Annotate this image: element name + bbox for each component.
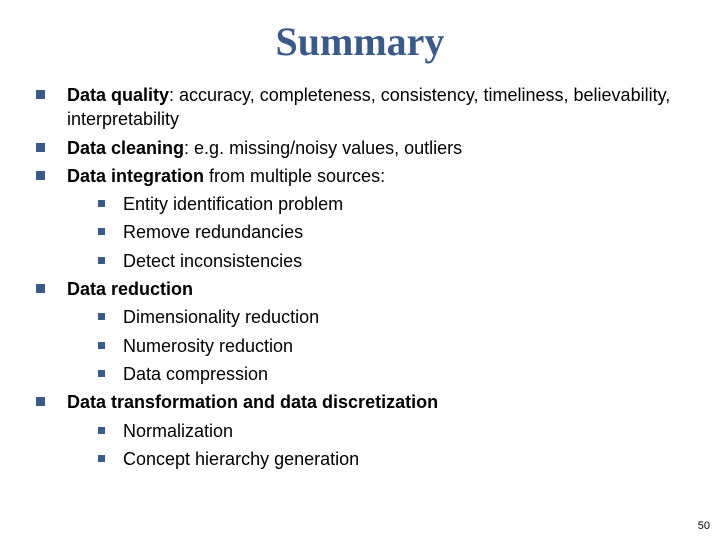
bullet-text: Data reduction (67, 277, 690, 301)
slide-title: Summary (0, 0, 720, 75)
sub-bullet-text: Detect inconsistencies (123, 249, 690, 273)
sub-bullet-item: Concept hierarchy generation (98, 447, 690, 471)
page-number: 50 (698, 520, 710, 532)
bullet-item: Data reduction (36, 277, 690, 301)
bullet-item: Data cleaning: e.g. missing/noisy values… (36, 136, 690, 160)
sub-bullet-item: Normalization (98, 419, 690, 443)
bullet-text: Data quality: accuracy, completeness, co… (67, 83, 690, 132)
sub-bullet-text: Entity identification problem (123, 192, 690, 216)
square-bullet-icon (98, 313, 105, 320)
square-bullet-icon (36, 397, 45, 406)
square-bullet-icon (98, 342, 105, 349)
square-bullet-icon (98, 370, 105, 377)
sub-bullet-text: Dimensionality reduction (123, 305, 690, 329)
square-bullet-icon (98, 427, 105, 434)
square-bullet-icon (36, 171, 45, 180)
sub-bullet-text: Remove redundancies (123, 220, 690, 244)
sub-bullet-item: Numerosity reduction (98, 334, 690, 358)
sub-bullet-item: Remove redundancies (98, 220, 690, 244)
sub-bullet-text: Data compression (123, 362, 690, 386)
bullet-item: Data transformation and data discretizat… (36, 390, 690, 414)
square-bullet-icon (98, 200, 105, 207)
sub-bullet-text: Numerosity reduction (123, 334, 690, 358)
square-bullet-icon (36, 284, 45, 293)
bullet-text: Data transformation and data discretizat… (67, 390, 690, 414)
sub-bullet-item: Dimensionality reduction (98, 305, 690, 329)
square-bullet-icon (36, 143, 45, 152)
sub-bullet-item: Data compression (98, 362, 690, 386)
sub-bullet-item: Entity identification problem (98, 192, 690, 216)
square-bullet-icon (98, 455, 105, 462)
slide-content: Data quality: accuracy, completeness, co… (0, 75, 720, 471)
sub-bullet-text: Concept hierarchy generation (123, 447, 690, 471)
bullet-text: Data integration from multiple sources: (67, 164, 690, 188)
bullet-text: Data cleaning: e.g. missing/noisy values… (67, 136, 690, 160)
square-bullet-icon (36, 90, 45, 99)
sub-bullet-text: Normalization (123, 419, 690, 443)
square-bullet-icon (98, 228, 105, 235)
square-bullet-icon (98, 257, 105, 264)
bullet-item: Data quality: accuracy, completeness, co… (36, 83, 690, 132)
bullet-item: Data integration from multiple sources: (36, 164, 690, 188)
sub-bullet-item: Detect inconsistencies (98, 249, 690, 273)
